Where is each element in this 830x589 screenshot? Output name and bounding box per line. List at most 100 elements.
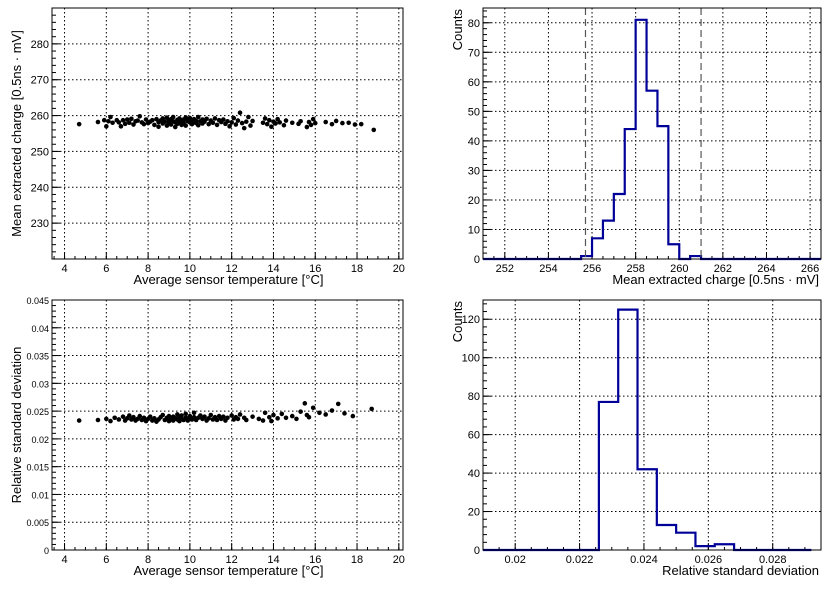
x-tick-label: 18	[351, 554, 363, 566]
data-point	[225, 119, 230, 124]
data-point	[275, 416, 280, 421]
data-point	[306, 414, 312, 420]
y-tick-label: 230	[31, 218, 49, 230]
data-point	[143, 117, 149, 122]
data-point	[369, 406, 374, 412]
data-point	[195, 122, 201, 128]
x-tick-label: 262	[714, 263, 732, 275]
data-point	[141, 121, 147, 127]
data-point	[250, 414, 255, 419]
y-tick-label: 120	[462, 314, 480, 326]
x-tick-label: 14	[267, 263, 279, 275]
data-point	[118, 124, 124, 129]
data-point	[294, 416, 299, 422]
data-point	[233, 122, 239, 127]
data-point	[152, 122, 157, 128]
data-point	[116, 120, 122, 125]
x-tick-label: 12	[226, 263, 238, 275]
y-tick-label: 0.025	[26, 407, 49, 417]
y-tick-label: 280	[31, 39, 49, 51]
y-axis-label: Relative standard deviation	[9, 347, 24, 504]
data-point	[212, 116, 218, 121]
data-point	[191, 410, 197, 416]
histogram-bin	[618, 310, 637, 550]
chart-panel-2: 252 254 256 258 260 262 264 266 0 10 20 30 40 50 60 70 8…	[450, 7, 822, 287]
y-axis-label: Counts	[450, 301, 465, 343]
y-tick-label: 60	[468, 77, 480, 89]
x-tick-label: 0.026	[695, 554, 723, 566]
x-axis-label: Average sensor temperature [°C]	[134, 272, 324, 287]
data-point	[256, 416, 262, 422]
data-point	[179, 413, 184, 418]
chart-panel-4: 0.02 0.022 0.024 0.026 0.028 0 20 40 60 80 100 120 R…	[450, 299, 822, 578]
data-point	[310, 116, 316, 122]
y-tick-label: 0.01	[31, 490, 49, 500]
data-point	[283, 118, 289, 123]
x-tick-label: 20	[393, 554, 405, 566]
data-point	[129, 116, 134, 122]
y-tick-label: 20	[468, 507, 480, 519]
plot-frame	[482, 299, 822, 551]
y-tick-label: 0.03	[31, 379, 49, 389]
histogram-bin	[657, 126, 668, 259]
data-point	[329, 121, 335, 127]
x-tick-label: 0.024	[630, 554, 658, 566]
y-tick-label: 50	[468, 106, 480, 118]
data-point	[208, 412, 214, 418]
x-tick-label: 0.022	[566, 554, 594, 566]
x-tick-label: 256	[583, 263, 601, 275]
data-point	[193, 118, 199, 124]
data-point	[246, 114, 251, 120]
data-point	[289, 413, 295, 419]
chart-panel-1: 4 6 8 10 12 14 16 18 20 230 240 250 260 270 280 Average…	[9, 7, 405, 287]
data-point	[160, 412, 166, 418]
y-tick-label: 0.04	[31, 324, 49, 334]
y-tick-label: 0.005	[26, 518, 49, 528]
y-tick-label: 0.015	[26, 463, 49, 473]
data-point	[104, 416, 109, 422]
data-point	[333, 118, 339, 124]
histogram-bin	[636, 20, 647, 259]
histogram-bin	[614, 194, 625, 259]
y-tick-label: 60	[468, 430, 480, 442]
data-point	[312, 120, 318, 126]
data-point	[104, 124, 109, 129]
x-tick-label: 264	[757, 263, 775, 275]
histogram-bin	[599, 402, 618, 550]
data-point	[237, 412, 243, 417]
data-point	[195, 114, 201, 120]
data-point	[329, 408, 335, 413]
data-point	[310, 405, 316, 411]
data-point	[95, 417, 101, 423]
histogram-bin	[657, 525, 676, 550]
data-point	[214, 122, 220, 128]
data-point	[108, 418, 113, 424]
data-point	[244, 119, 249, 124]
data-point	[141, 415, 147, 421]
x-tick-label: 14	[267, 554, 279, 566]
x-tick-label: 258	[626, 263, 644, 275]
data-point	[221, 414, 226, 419]
x-tick-label: 252	[496, 263, 514, 275]
data-point	[101, 117, 107, 123]
plot-frame	[482, 7, 822, 260]
histogram-line	[483, 308, 812, 552]
data-point	[156, 124, 161, 129]
data-point	[308, 122, 314, 128]
data-point	[271, 412, 276, 418]
data-point	[231, 115, 237, 121]
data-point	[269, 418, 274, 424]
data-point	[239, 120, 245, 126]
y-tick-label: 80	[468, 391, 480, 403]
data-point	[187, 413, 193, 419]
data-point	[260, 418, 266, 423]
data-point	[229, 120, 234, 125]
data-point	[137, 113, 143, 119]
data-point	[304, 124, 310, 130]
x-tick-label: 0.02	[504, 554, 525, 566]
x-tick-label: 8	[145, 263, 151, 275]
x-tick-label: 18	[351, 263, 363, 275]
data-point	[183, 411, 189, 417]
data-point	[229, 413, 234, 418]
x-tick-label: 10	[184, 554, 196, 566]
